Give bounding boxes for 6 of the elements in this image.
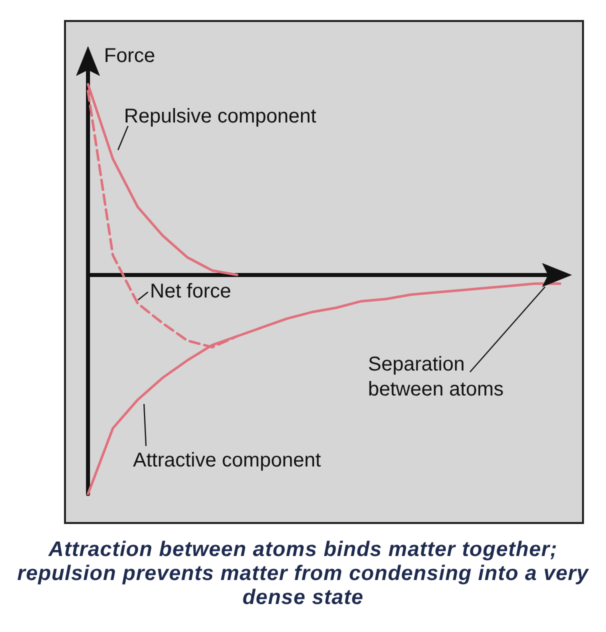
text: Attraction between atoms binds matter together; repulsion prevents matter from condensing into a very dense state <box>16 538 590 610</box>
x-axis-title: Separation between atoms <box>368 354 504 400</box>
y-axis-title: Force <box>104 45 156 67</box>
series-label: Attractive component <box>133 450 322 472</box>
series-label: Repulsive component <box>124 106 317 128</box>
series-label: Net force <box>150 280 232 302</box>
